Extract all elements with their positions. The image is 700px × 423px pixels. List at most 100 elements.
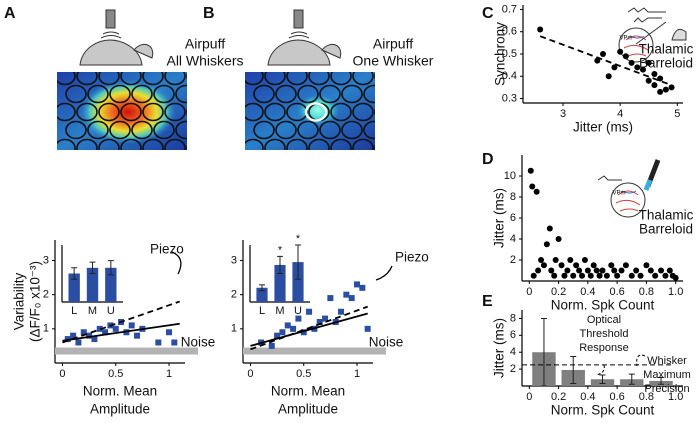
category-label: L (71, 305, 77, 317)
noise-band (55, 347, 198, 355)
cell-outline (186, 108, 187, 116)
y-tick-label: 8 (510, 191, 516, 203)
cell-outline (120, 102, 142, 122)
mouse-illustration (79, 9, 154, 66)
cell-outline (87, 120, 109, 140)
point (600, 51, 606, 57)
point (611, 64, 618, 71)
annotation: Thalamic (639, 42, 694, 57)
point (628, 59, 635, 66)
panel-label: C (482, 5, 494, 22)
cell-outline (186, 144, 187, 150)
cell-outline (153, 120, 175, 140)
x-tick-label: 0 (59, 368, 65, 380)
point (134, 332, 141, 339)
cell-outline (153, 84, 175, 104)
point (567, 257, 574, 263)
point (657, 75, 664, 82)
y-tick-label: 0.5 (502, 48, 517, 60)
annotation-arrow (636, 354, 646, 367)
bar (292, 262, 304, 302)
x-tick-label: 0 (526, 391, 532, 403)
error-bar (628, 373, 635, 385)
category-label: M (275, 305, 284, 317)
point (634, 64, 641, 71)
cell-outline (142, 138, 164, 150)
annotation: Whisker (647, 355, 687, 367)
cell-outline (76, 138, 98, 150)
significance-marker: * (296, 233, 301, 245)
annotation: Barreloid (639, 222, 693, 237)
cell-outline (386, 122, 406, 139)
stimulus-subtitle: One Whisker (353, 53, 434, 69)
point (662, 86, 669, 93)
point (651, 71, 658, 78)
point (651, 82, 658, 89)
cell-outline (330, 138, 352, 150)
cell-outline (131, 84, 153, 104)
point (112, 325, 119, 332)
cell-outline (363, 120, 375, 140)
point (306, 308, 313, 315)
stimulus-title: Airpuff (373, 36, 413, 52)
cell-outline (386, 86, 406, 103)
cell-outline (198, 122, 218, 139)
point (662, 272, 669, 279)
category-label: U (107, 305, 115, 317)
point (579, 272, 586, 279)
panel-label: B (203, 5, 215, 22)
y-tick-label: 0.7 (502, 3, 517, 15)
point (590, 262, 597, 269)
panel-label: E (482, 293, 493, 310)
x-tick-label: 1.0 (668, 286, 683, 298)
point (64, 336, 71, 343)
point (647, 267, 654, 274)
label-arrow (171, 251, 182, 275)
point (570, 272, 577, 279)
thalamus-diagram (597, 159, 661, 218)
point (561, 272, 568, 279)
cell-outline (341, 120, 363, 140)
band-label: Noise (369, 335, 404, 350)
cell-outline (330, 102, 352, 122)
point (348, 295, 355, 302)
point (128, 322, 135, 329)
cell-outline (308, 138, 330, 150)
y-tick-label: 3 (231, 254, 237, 266)
x-tick-label: 1 (354, 368, 360, 380)
x-tick-label: 1 (166, 368, 172, 380)
point (645, 77, 652, 84)
x-tick-label: 5 (674, 108, 680, 120)
imaging-field (57, 72, 218, 150)
point (564, 267, 571, 274)
cell-outline (264, 72, 286, 86)
cell-outline (65, 120, 87, 140)
cell-outline (275, 84, 297, 104)
point (603, 272, 610, 279)
cell-outline (57, 72, 76, 86)
cell-outline (98, 72, 120, 86)
point (102, 329, 109, 336)
point (672, 274, 679, 281)
point (538, 257, 545, 263)
x-tick-label: 0.2 (551, 286, 566, 298)
error-bar (89, 261, 96, 274)
cell-outline (57, 102, 76, 122)
point (643, 262, 650, 269)
point (529, 183, 536, 190)
point (343, 291, 350, 298)
cell-outline (319, 120, 341, 140)
category-label: L (259, 305, 265, 317)
point (594, 57, 601, 64)
point (284, 322, 291, 329)
y-tick-label: 10 (504, 170, 516, 182)
point (605, 73, 612, 80)
mouse-illustration (267, 9, 342, 66)
fit-line (62, 300, 180, 344)
label-arrow (375, 265, 393, 281)
annotation: Optical (587, 314, 621, 326)
cell-outline (142, 72, 164, 86)
point (637, 272, 644, 279)
y-tick-label: 0.6 (502, 26, 517, 38)
